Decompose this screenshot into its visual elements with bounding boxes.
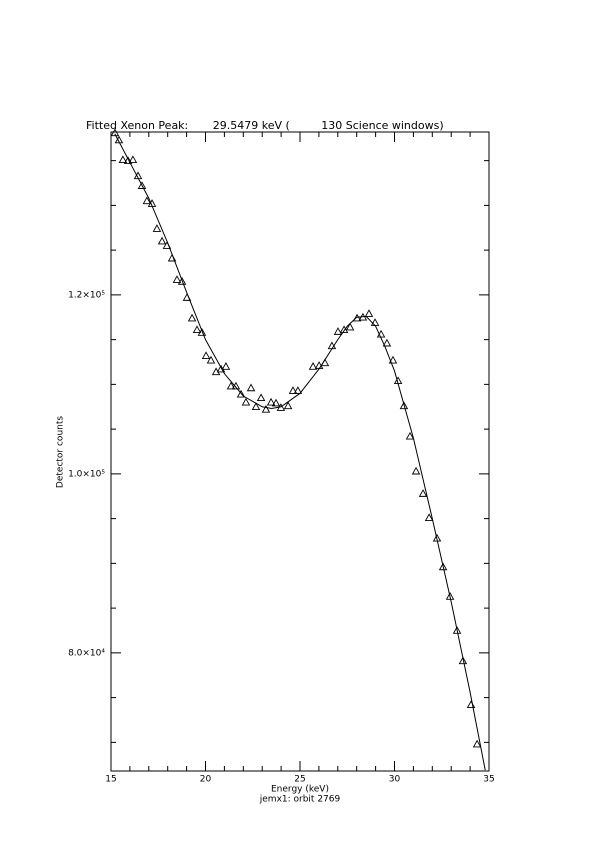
data-point	[241, 397, 251, 406]
data-point	[197, 328, 207, 336]
data-point	[246, 383, 256, 392]
data-point	[137, 181, 147, 189]
x-tick-label: 15	[105, 775, 116, 785]
chart-title: Fitted Xenon Peak: 29.5479 keV ( 130 Sci…	[86, 119, 444, 132]
data-point	[110, 128, 120, 137]
data-point	[256, 393, 266, 402]
x-tick-label: 35	[483, 775, 494, 785]
data-point	[114, 135, 124, 144]
data-point	[405, 431, 415, 440]
y-tick-label: 1.0×10⁵	[68, 469, 105, 479]
data-point	[308, 362, 318, 370]
data-point	[261, 405, 271, 413]
data-point	[333, 327, 343, 335]
data-point	[370, 318, 380, 326]
data-point	[192, 325, 202, 334]
data-point	[221, 362, 231, 370]
data-point	[206, 355, 216, 364]
data-point	[352, 313, 362, 322]
data-point	[418, 489, 428, 497]
plot-frame	[110, 131, 490, 772]
data-point	[293, 386, 303, 394]
x-axis-label: Energy (keV)	[271, 785, 329, 795]
data-point	[118, 155, 128, 163]
data-point	[364, 309, 374, 317]
x-tick-label: 30	[389, 775, 401, 785]
data-point	[201, 351, 211, 359]
fit-line	[114, 133, 486, 771]
data-point	[382, 338, 392, 347]
y-tick-label: 8.0×10⁴	[68, 648, 105, 658]
data-point	[157, 236, 167, 245]
y-tick-label: 1.2×10⁵	[68, 290, 105, 300]
data-point	[452, 626, 462, 634]
data-point	[236, 389, 246, 398]
data-point	[466, 700, 476, 709]
y-axis-label: Detector counts	[56, 416, 66, 488]
data-point	[187, 313, 197, 322]
data-point	[345, 322, 355, 331]
data-point	[445, 592, 455, 600]
data-point	[266, 397, 276, 406]
data-point	[458, 656, 468, 665]
data-point	[399, 401, 409, 410]
data-point	[152, 224, 162, 232]
data-point	[288, 386, 298, 394]
data-point	[339, 325, 349, 334]
data-point	[177, 277, 187, 285]
data-point	[271, 398, 281, 407]
data-point	[424, 513, 434, 521]
data-point	[438, 562, 448, 571]
data-point	[411, 466, 421, 475]
data-point	[226, 381, 236, 390]
data-point	[472, 739, 482, 748]
x-tick-label: 25	[294, 775, 305, 785]
data-point	[123, 156, 133, 164]
data-point	[251, 402, 261, 411]
data-point	[283, 401, 293, 410]
data-point	[172, 275, 182, 283]
data-point	[142, 196, 152, 205]
data-point	[388, 355, 398, 364]
x-tick-label: 20	[200, 775, 212, 785]
subtitle: jemx1: orbit 2769	[259, 795, 341, 805]
data-point	[128, 155, 138, 163]
